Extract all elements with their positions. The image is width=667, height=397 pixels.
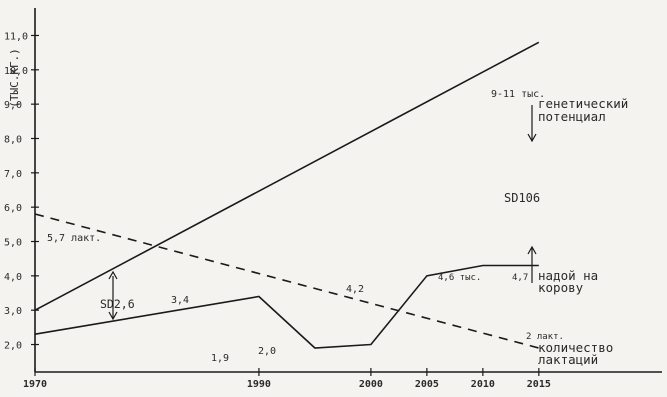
genetic-series-label-line2: потенциал (538, 109, 606, 124)
x-tick-label: 2015 (527, 379, 551, 390)
y-tick-label: 8,0 (4, 134, 22, 145)
lactations-series-label-line2: лактаций (538, 352, 598, 367)
milk-spread-arrow (527, 245, 537, 283)
milk-series-label-line2: корову (538, 280, 584, 295)
milk-2010-label: 4,6 тыс. (438, 273, 481, 283)
y-tick-label: 7,0 (4, 169, 22, 180)
sd-top-label: SD106 (504, 191, 540, 205)
milk-1990-label: 3,4 (171, 295, 189, 306)
y-tick-label: 6,0 (4, 203, 22, 214)
milk-1995-label: 1,9 (211, 353, 229, 364)
series-line-1 (34, 264, 539, 349)
y-tick-label: 3,0 (4, 306, 22, 317)
x-tick-label: 1990 (247, 379, 271, 390)
sd-left-arrow (108, 270, 118, 321)
y-tick-label: 10,0 (4, 66, 28, 77)
y-tick-label: 5,0 (4, 238, 22, 249)
y-ticks: 2,0 3,0 4,0 5,0 6,0 7,0 8,0 9,0 10,0 11,0 (4, 31, 39, 352)
y-tick-label: 2,0 (4, 341, 22, 352)
x-tick-label: 2000 (359, 379, 383, 390)
series-line-2 (34, 213, 540, 349)
sd-left-label: SD2,6 (100, 297, 135, 311)
genetic-spread-arrow (527, 105, 537, 143)
y-tick-label: 4,0 (4, 272, 22, 283)
x-tick-label: 1970 (23, 379, 47, 390)
y-tick-label: 11,0 (4, 31, 28, 42)
milk-series-label-line1: надой на (538, 268, 598, 283)
lactations-end-label: 2 лакт. (526, 332, 564, 342)
x-tick-label: 2010 (471, 379, 495, 390)
y-tick-label: 9,0 (4, 100, 22, 111)
lactations-start-label: 5,7 лакт. (47, 233, 101, 244)
genetic-series-label-line1: генетический (538, 96, 628, 111)
series-line-0 (34, 41, 540, 311)
y-axis-title: (ТЫС.КГ.) (8, 48, 21, 108)
series-group (34, 41, 540, 349)
genetic-value-label: 9-11 тыс. (491, 89, 545, 100)
lactations-series-label-line1: количество (538, 340, 613, 355)
x-tick-label: 2005 (415, 379, 439, 390)
milk-2005-label: 4,2 (346, 284, 364, 295)
x-ticks: 1970 1990 2000 2005 2010 2015 (23, 368, 551, 390)
milk-2015-label: 4,7 (512, 273, 528, 283)
milk-2000-label: 2,0 (258, 346, 276, 357)
